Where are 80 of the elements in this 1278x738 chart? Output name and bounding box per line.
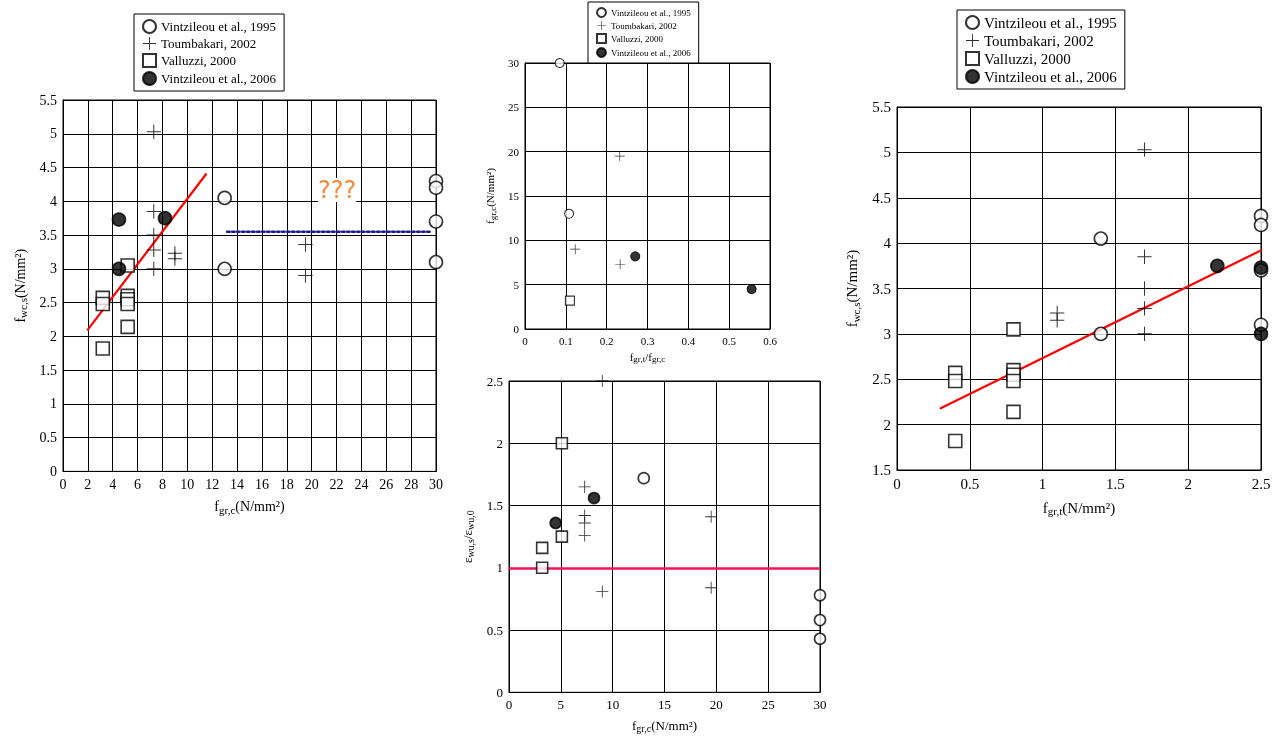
x-tick-label: 14: [230, 476, 245, 492]
x-tick-label: 22: [329, 476, 344, 492]
x-tick-label: 0.1: [558, 334, 573, 347]
y-tick-label: 5: [513, 278, 520, 291]
y-tick-label: 1: [496, 560, 503, 576]
x-tick-label: 2.5: [1251, 475, 1271, 492]
y-tick-label: 4.5: [39, 160, 57, 176]
x-tick-label: 10: [180, 476, 195, 492]
x-tick-label: 25: [761, 697, 775, 713]
x-tick-label: 1.5: [1106, 475, 1125, 492]
x-tick-label: 0: [522, 334, 529, 347]
x-tick-label: 26: [379, 476, 394, 492]
y-tick-label: 5: [883, 144, 891, 161]
legend-label: Vintzileou et al., 2006: [161, 71, 277, 86]
x-tick-label: 5: [557, 697, 565, 713]
y-tick-label: 2: [883, 416, 891, 433]
x-tick-label: 20: [304, 476, 319, 492]
y-tick-label: 1: [50, 396, 57, 412]
legend-label: Valluzzi, 2000: [611, 33, 664, 44]
y-tick-label: 10: [508, 234, 520, 247]
x-tick-label: 15: [658, 697, 671, 713]
legend-label: Toumbakari, 2002: [984, 32, 1094, 49]
y-tick-label: 2.5: [39, 295, 57, 311]
legend-label: Valluzzi, 2000: [984, 50, 1071, 67]
legend-label: Vintzileou et al., 1995: [611, 7, 692, 18]
x-tick-label: 4: [109, 476, 117, 492]
x-tick-label: 30: [813, 697, 827, 713]
x-tick-label: 0.6: [763, 334, 778, 347]
y-tick-label: 0: [50, 463, 57, 479]
x-tick-label: 24: [354, 476, 369, 492]
annotation: ???: [318, 176, 357, 204]
x-tick-label: 0.2: [599, 334, 614, 347]
y-tick-label: 1.5: [39, 362, 57, 378]
y-tick-label: 4: [883, 235, 892, 252]
y-tick-label: 25: [508, 101, 520, 114]
y-tick-label: 2.5: [486, 373, 503, 389]
x-tick-label: 28: [404, 476, 419, 492]
x-tick-label: 0.5: [722, 334, 737, 347]
y-tick-label: 1.5: [872, 462, 891, 478]
x-tick-label: 0.3: [640, 334, 655, 347]
y-tick-label: 0.5: [39, 430, 57, 446]
x-tick-label: 1: [1038, 475, 1047, 492]
y-tick-label: 5: [50, 126, 57, 142]
x-tick-label: 18: [279, 476, 294, 492]
legend-label: Toumbakari, 2002: [611, 20, 677, 31]
legend-label: Vintzileou et al., 2006: [984, 68, 1118, 85]
legend-label: Vintzileou et al., 2006: [611, 47, 692, 58]
y-tick-label: 4: [50, 193, 57, 209]
x-tick-label: 2: [1184, 475, 1192, 492]
y-tick-label: 0.5: [486, 622, 503, 638]
x-tick-label: 20: [709, 697, 723, 713]
y-tick-label: 3: [883, 325, 891, 342]
x-tick-label: 30: [429, 476, 443, 492]
y-tick-label: 30: [508, 57, 520, 69]
y-tick-label: 15: [508, 190, 520, 202]
y-tick-label: 5.5: [39, 92, 57, 108]
x-tick-label: 2: [84, 476, 92, 492]
y-tick-label: 20: [508, 145, 520, 158]
y-tick-label: 4.5: [872, 189, 891, 206]
y-tick-label: 1.5: [486, 498, 503, 514]
legend-label: Valluzzi, 2000: [161, 53, 237, 68]
y-tick-label: 0: [513, 323, 520, 335]
y-tick-label: 0: [496, 684, 503, 700]
x-tick-label: 6: [134, 476, 142, 492]
y-axis-title: fwc,s(N/mm²): [844, 249, 862, 328]
y-tick-label: 5.5: [872, 99, 891, 115]
x-tick-label: 10: [606, 697, 620, 713]
legend-label: Vintzileou et al., 1995: [984, 14, 1117, 31]
y-tick-label: 2: [496, 435, 503, 451]
x-tick-label: 0.5: [960, 475, 980, 492]
x-tick-label: 16: [254, 476, 269, 492]
y-tick-label: 3.5: [39, 227, 57, 243]
x-tick-label: 0.4: [681, 334, 696, 347]
legend-label: Vintzileou et al., 1995: [161, 19, 277, 34]
x-tick-label: 12: [205, 476, 220, 492]
legend-label: Toumbakari, 2002: [161, 36, 257, 51]
y-tick-label: 3.5: [872, 280, 891, 297]
y-tick-label: 3: [50, 261, 57, 277]
y-tick-label: 2.5: [872, 371, 891, 388]
x-tick-label: 8: [158, 476, 166, 492]
